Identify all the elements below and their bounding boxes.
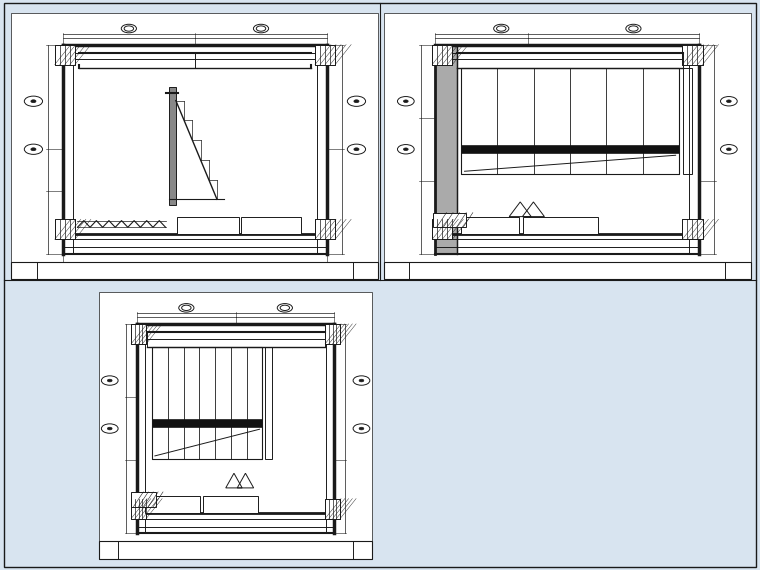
Ellipse shape	[107, 428, 112, 430]
Ellipse shape	[31, 148, 36, 150]
Bar	[145, 496, 201, 513]
Bar	[461, 217, 519, 234]
Text: 2号  —  立面图: 2号 — 立面图	[512, 267, 549, 274]
Bar	[315, 219, 335, 239]
Bar	[523, 217, 598, 234]
Bar	[461, 145, 679, 153]
Ellipse shape	[107, 379, 112, 382]
Bar	[682, 44, 702, 64]
Bar	[11, 262, 378, 279]
Bar	[152, 419, 262, 426]
Text: 3  —  剥面图: 3 — 剥面图	[192, 547, 225, 553]
Bar	[99, 542, 372, 559]
Bar	[131, 492, 156, 507]
Ellipse shape	[404, 148, 408, 150]
Ellipse shape	[404, 100, 408, 103]
Ellipse shape	[354, 148, 359, 150]
Bar	[241, 217, 301, 234]
Ellipse shape	[354, 100, 359, 103]
Bar	[147, 332, 325, 347]
Bar	[152, 347, 262, 458]
Text: 1: 50: 1: 50	[354, 547, 372, 553]
Bar	[325, 324, 340, 344]
Bar	[55, 219, 75, 239]
Ellipse shape	[359, 379, 364, 382]
Text: 1: 50: 1: 50	[356, 268, 375, 274]
Bar	[176, 217, 239, 234]
Bar	[99, 292, 372, 559]
Bar	[432, 219, 452, 239]
Bar	[325, 499, 340, 519]
Ellipse shape	[727, 148, 731, 150]
Bar	[131, 324, 146, 344]
Bar	[131, 499, 146, 519]
Bar	[435, 44, 458, 254]
Bar	[461, 68, 679, 174]
Bar	[458, 53, 683, 68]
Bar	[682, 219, 702, 239]
Bar	[432, 44, 452, 64]
Bar	[384, 262, 751, 279]
Ellipse shape	[727, 100, 731, 103]
Bar	[315, 44, 335, 64]
Text: 3: 3	[106, 545, 111, 555]
Bar	[203, 496, 258, 513]
Bar	[384, 13, 751, 279]
Bar	[433, 213, 467, 227]
Ellipse shape	[31, 100, 36, 103]
Text: 1: 1	[21, 266, 27, 275]
Text: 2: 2	[394, 266, 400, 275]
Bar	[11, 13, 378, 279]
Text: 1: 50: 1: 50	[729, 268, 747, 274]
Bar	[265, 347, 272, 458]
Text: 1号  —  横展开图: 1号 — 横展开图	[138, 267, 179, 274]
Bar	[683, 68, 692, 174]
Bar	[169, 87, 176, 205]
Bar	[55, 44, 75, 64]
Ellipse shape	[359, 428, 364, 430]
